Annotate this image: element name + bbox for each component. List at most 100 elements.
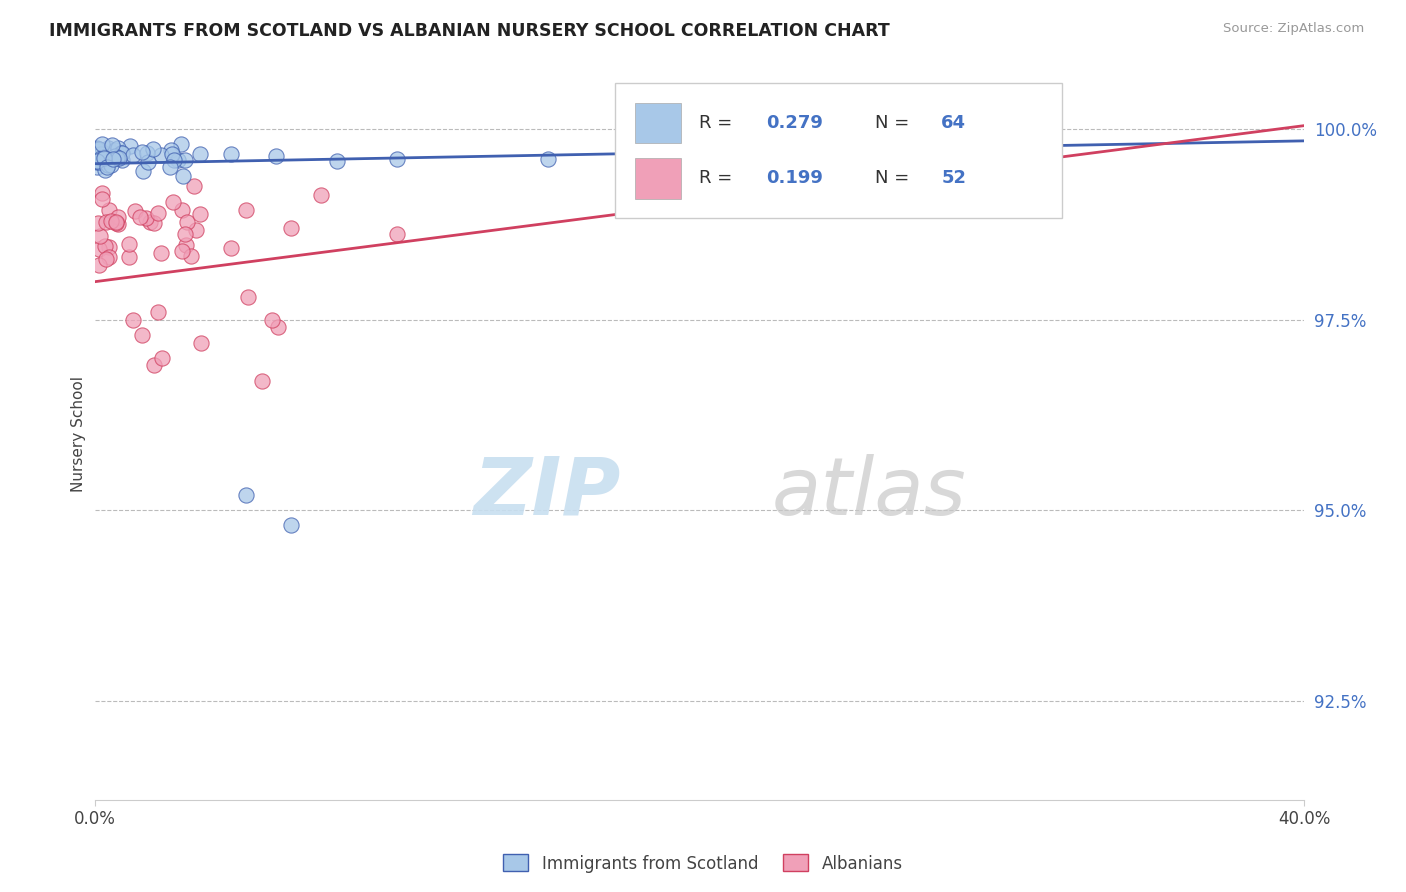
Point <box>121 148 143 162</box>
Point <box>97 157 120 171</box>
Point <box>162 194 184 209</box>
Point <box>150 148 173 162</box>
Point <box>180 249 202 263</box>
Point <box>94 162 117 177</box>
Point <box>150 246 173 260</box>
Point <box>174 237 197 252</box>
Point <box>107 217 129 231</box>
Point <box>104 216 127 230</box>
Point <box>235 488 257 502</box>
Point <box>931 152 953 166</box>
Point <box>172 169 194 183</box>
Point <box>118 250 141 264</box>
Point <box>135 211 157 225</box>
Point <box>105 152 128 166</box>
Text: N =: N = <box>875 114 915 132</box>
Point <box>86 153 108 168</box>
Point <box>236 290 259 304</box>
Point <box>142 142 165 156</box>
Point <box>146 305 169 319</box>
Legend: Immigrants from Scotland, Albanians: Immigrants from Scotland, Albanians <box>496 847 910 880</box>
Point <box>105 215 128 229</box>
Point <box>139 214 162 228</box>
Text: 52: 52 <box>942 169 966 187</box>
Point <box>111 153 134 167</box>
Point <box>93 152 115 166</box>
Point <box>152 351 174 365</box>
FancyBboxPatch shape <box>614 83 1063 219</box>
Point <box>385 227 408 242</box>
Point <box>89 228 111 243</box>
Point <box>122 313 145 327</box>
Point <box>142 359 165 373</box>
Point <box>108 151 131 165</box>
Text: R =: R = <box>699 114 738 132</box>
Point <box>89 155 111 169</box>
Point <box>136 146 159 161</box>
Point <box>84 153 107 167</box>
Point <box>87 258 110 272</box>
Point <box>93 150 115 164</box>
Point <box>87 142 110 156</box>
Point <box>280 221 302 235</box>
Point <box>325 154 347 169</box>
Point <box>174 227 197 241</box>
Point <box>111 146 134 161</box>
Point <box>91 192 114 206</box>
Point <box>91 137 114 152</box>
Point <box>98 250 121 264</box>
Point <box>190 146 212 161</box>
Text: Source: ZipAtlas.com: Source: ZipAtlas.com <box>1223 22 1364 36</box>
Text: N =: N = <box>875 169 915 187</box>
Text: atlas: atlas <box>772 453 967 532</box>
Point <box>219 147 242 161</box>
Point <box>120 138 142 153</box>
Point <box>131 328 153 343</box>
Point <box>97 148 120 162</box>
Point <box>94 215 117 229</box>
Point <box>124 203 146 218</box>
Point <box>101 153 124 167</box>
Point <box>174 153 197 167</box>
Point <box>219 241 242 255</box>
Point <box>118 236 141 251</box>
Point <box>537 152 560 166</box>
Point <box>262 313 284 327</box>
Point <box>160 146 183 161</box>
Text: 64: 64 <box>942 114 966 132</box>
Point <box>132 164 155 178</box>
Point <box>176 215 198 229</box>
Point <box>385 152 408 166</box>
Point <box>90 146 112 161</box>
Point <box>87 216 110 230</box>
Point <box>86 161 108 175</box>
Point <box>186 223 208 237</box>
Point <box>97 141 120 155</box>
Point <box>183 178 205 193</box>
Point <box>110 146 132 161</box>
Point <box>91 152 114 166</box>
Point <box>86 154 108 169</box>
Point <box>96 154 118 169</box>
Point <box>96 160 118 174</box>
Point <box>97 240 120 254</box>
Point <box>98 202 121 217</box>
Point <box>94 239 117 253</box>
Point <box>96 252 118 266</box>
Point <box>104 143 127 157</box>
Text: ZIP: ZIP <box>474 453 621 532</box>
Point <box>148 206 170 220</box>
Point <box>143 216 166 230</box>
Point <box>167 153 190 167</box>
Point <box>90 151 112 165</box>
Point <box>100 213 122 227</box>
Point <box>235 202 257 217</box>
Point <box>89 144 111 158</box>
Text: R =: R = <box>699 169 738 187</box>
Text: 0.199: 0.199 <box>766 169 823 187</box>
Text: IMMIGRANTS FROM SCOTLAND VS ALBANIAN NURSERY SCHOOL CORRELATION CHART: IMMIGRANTS FROM SCOTLAND VS ALBANIAN NUR… <box>49 22 890 40</box>
Point <box>86 142 108 156</box>
Point <box>98 152 121 166</box>
Point <box>190 335 212 350</box>
Point <box>94 150 117 164</box>
